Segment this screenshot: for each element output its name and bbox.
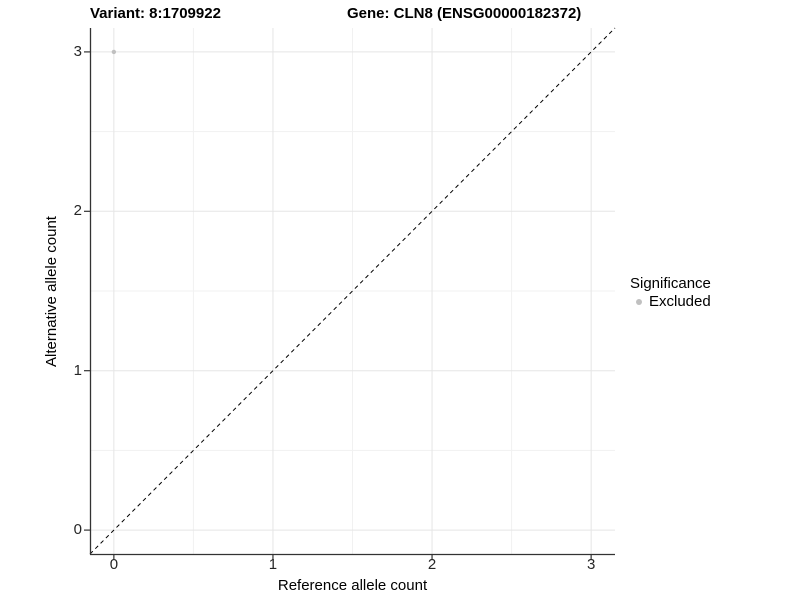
plot-title-variant: Variant: 8:1709922: [90, 5, 221, 22]
legend-title: Significance: [630, 275, 711, 292]
identity-dashed-line: [89, 27, 616, 555]
legend-item-excluded: Excluded: [630, 293, 711, 311]
x-tick-label: 3: [586, 556, 596, 573]
plot-title-gene: Gene: CLN8 (ENSG00000182372): [347, 5, 582, 22]
legend-item-label: Excluded: [649, 293, 711, 310]
x-axis-title: Reference allele count: [277, 577, 428, 594]
x-tick-label: 1: [268, 556, 278, 573]
y-tick-label: 3: [73, 42, 82, 60]
y-tick-label: 0: [73, 521, 82, 539]
legend-point-icon: [636, 299, 642, 305]
y-axis-title: Alternative allele count: [42, 215, 60, 367]
legend: Significance Excluded: [630, 274, 711, 311]
x-tick-label: 0: [109, 556, 119, 573]
y-tick-label: 2: [73, 202, 82, 220]
y-tick-label: 1: [73, 361, 82, 379]
x-tick-label: 2: [427, 556, 437, 573]
data-point: [111, 49, 117, 55]
y-axis-title-box: Alternative allele count: [36, 28, 66, 554]
